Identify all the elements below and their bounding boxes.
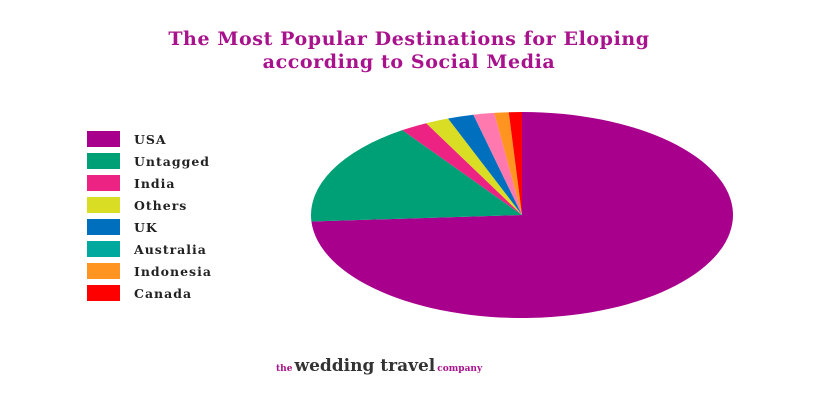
legend-swatch: [87, 175, 120, 191]
legend-label: India: [134, 175, 176, 191]
legend-label: Australia: [134, 241, 207, 257]
pie-slice-uk: [448, 114, 522, 215]
legend-swatch: [87, 241, 120, 257]
legend-label: Untagged: [134, 153, 211, 169]
pie-slice-indonesia: [494, 112, 522, 215]
legend-swatch: [87, 285, 120, 301]
legend-label: UK: [134, 219, 158, 235]
legend-item: USA: [87, 128, 212, 150]
pie-slice-australia: [473, 112, 522, 215]
legend-item: Others: [87, 194, 212, 216]
title-line-2: according to Social Media: [262, 51, 556, 73]
logo-prefix: the: [276, 364, 293, 374]
legend-label: Others: [134, 197, 188, 213]
legend-item: Indonesia: [87, 260, 212, 282]
logo-suffix: company: [437, 364, 483, 374]
legend-swatch: [87, 153, 120, 169]
legend-swatch: [87, 197, 120, 213]
company-logo: the wedding travel company: [276, 356, 482, 376]
legend: USA Untagged India Others UK Australia Indones…: [87, 128, 212, 304]
legend-label: USA: [134, 131, 167, 147]
legend-item: Australia: [87, 238, 212, 260]
legend-swatch: [87, 263, 120, 279]
legend-item: UK: [87, 216, 212, 238]
legend-swatch: [87, 219, 120, 235]
pie-slice-canada: [508, 112, 522, 215]
title-line-1: The Most Popular Destinations for Elopin…: [168, 28, 650, 50]
legend-item: India: [87, 172, 212, 194]
legend-item: Untagged: [87, 150, 212, 172]
pie-slice-untagged: [311, 130, 522, 222]
pie-slice-usa: [311, 112, 733, 319]
pie-slice-others: [426, 118, 522, 215]
legend-item: Canada: [87, 282, 212, 304]
chart-title: The Most Popular Destinations for Elopin…: [0, 28, 818, 74]
logo-main: wedding travel: [294, 356, 436, 376]
legend-label: Canada: [134, 285, 193, 301]
legend-swatch: [87, 131, 120, 147]
pie-slice-india: [402, 123, 522, 215]
legend-label: Indonesia: [134, 263, 212, 279]
